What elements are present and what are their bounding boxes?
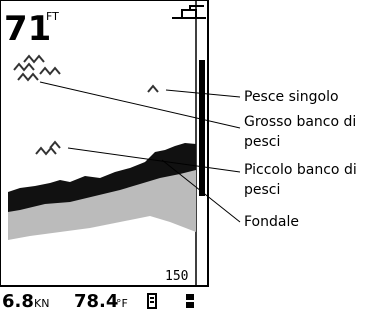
signal-bar bbox=[199, 60, 205, 196]
depth-unit: FT bbox=[46, 10, 59, 23]
depth: 71 bbox=[4, 9, 51, 49]
page: 71 FT 150 6.8 KN 78.4 °F Pesce singolo G… bbox=[0, 0, 377, 312]
status-icon bbox=[186, 294, 194, 308]
battery-icon bbox=[148, 294, 156, 308]
speed-unit: KN bbox=[34, 297, 49, 310]
speed: 6.8 bbox=[2, 291, 34, 312]
callout-label: Piccolo banco di pesci bbox=[244, 160, 374, 200]
callout-label: Grosso banco di pesci bbox=[244, 112, 374, 152]
sonar-diagram: 71 FT 150 6.8 KN 78.4 °F bbox=[0, 0, 377, 312]
temp-unit: °F bbox=[116, 297, 128, 310]
callout-label: Pesce singolo bbox=[244, 87, 374, 107]
range-scale: 150 bbox=[165, 269, 188, 284]
callout-label: Fondale bbox=[244, 212, 374, 232]
water-temp: 78.4 bbox=[74, 291, 118, 312]
